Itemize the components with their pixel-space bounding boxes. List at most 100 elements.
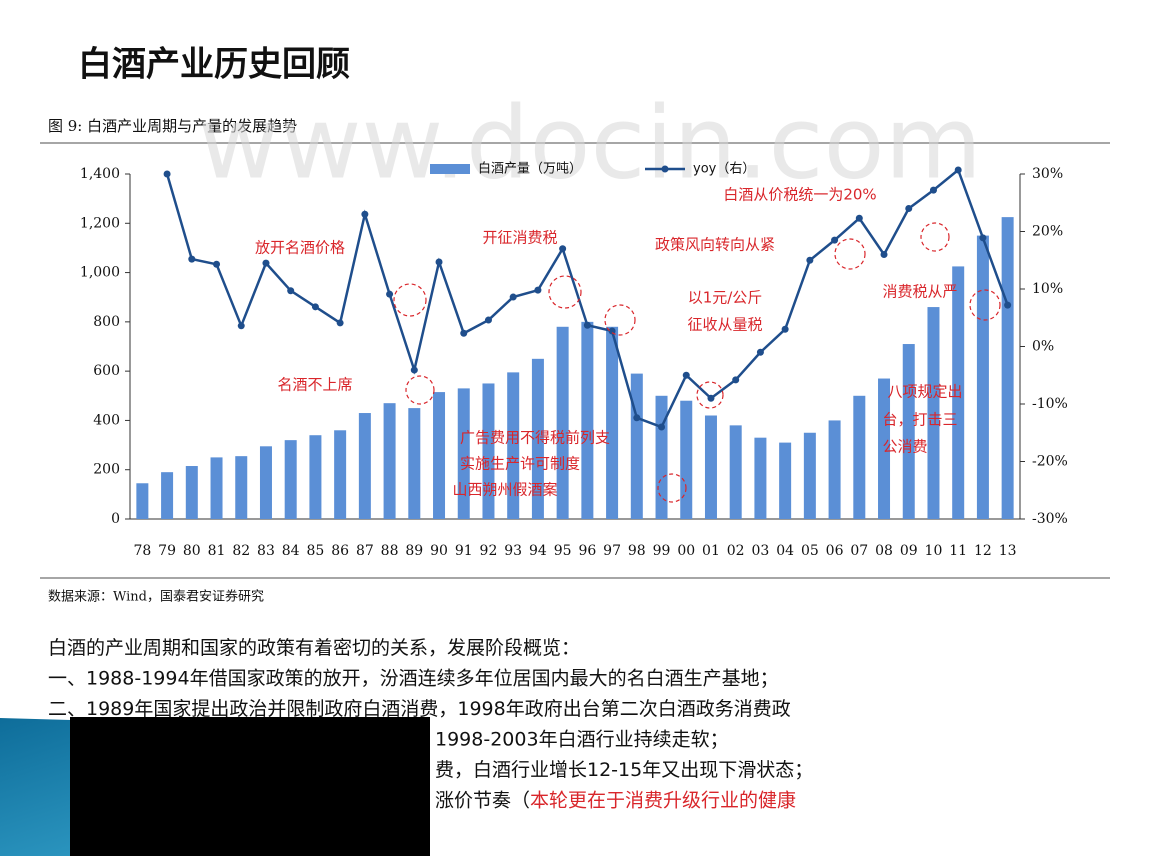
y-tick-label: 200 <box>93 462 120 478</box>
point <box>287 287 295 295</box>
legend-label: 白酒产量（万吨） <box>478 161 582 177</box>
body-segment: 1998-2003年白酒行业持续走软； <box>435 728 729 750</box>
bar <box>606 326 619 519</box>
bar <box>630 373 643 519</box>
figure-caption: 图 9: 白酒产业周期与产量的发展趋势 <box>48 117 297 135</box>
point <box>880 251 888 258</box>
x-tick-label: 99 <box>653 543 671 559</box>
point <box>633 414 641 422</box>
point <box>855 214 863 222</box>
y2-tick-label: 0% <box>1032 339 1054 355</box>
x-tick-label: 89 <box>405 543 423 559</box>
point <box>781 325 789 333</box>
slide-title: 白酒产业历史回顾 <box>78 45 350 85</box>
bar <box>952 266 965 519</box>
x-tick-label: 07 <box>850 543 868 559</box>
body-segment: 费，白酒行业增长12-15年又出现下滑状态； <box>435 759 813 781</box>
bar <box>507 372 520 519</box>
y2-tick-label: 10% <box>1032 281 1063 297</box>
body-segment: 一、1988-1994年借国家政策的放开，汾酒连续多年位居国内最大的名白酒生产基… <box>48 667 779 689</box>
callout-circle <box>969 289 1001 321</box>
bar <box>680 400 693 519</box>
x-tick-label: 01 <box>702 543 720 559</box>
x-tick-label: 96 <box>578 543 596 559</box>
bar <box>433 392 446 519</box>
source: 数据来源：Wind，国泰君安证券研究 <box>48 589 264 605</box>
x-tick-label: 93 <box>504 543 522 559</box>
body-line: 白酒的产业周期和国家的政策有着密切的关系，发展阶段概览： <box>48 637 580 659</box>
bar <box>729 425 742 519</box>
bar <box>284 440 297 519</box>
body-segment: 行业的健康 <box>701 789 796 811</box>
x-tick-label: 92 <box>480 543 498 559</box>
point <box>732 376 740 384</box>
point <box>163 170 171 178</box>
body-segment: 涨价节奏（ <box>435 789 530 811</box>
bar <box>210 457 223 519</box>
point <box>213 260 221 268</box>
annotation: 广告费用不得税前列支 <box>460 429 610 447</box>
bar <box>482 383 495 519</box>
bar <box>235 456 248 519</box>
x-tick-label: 98 <box>628 543 646 559</box>
callout-circle <box>657 473 687 503</box>
x-tick-label: 97 <box>603 543 621 559</box>
overlay-box <box>70 717 430 856</box>
annotation: 消费税从严 <box>882 283 957 301</box>
bar <box>902 344 915 519</box>
point <box>262 259 270 267</box>
y-tick-label: 0 <box>111 511 120 527</box>
x-tick-label: 10 <box>925 543 943 559</box>
point <box>237 322 245 330</box>
bar <box>803 432 816 519</box>
point <box>484 316 492 324</box>
point <box>435 258 443 266</box>
annotation: 白酒从价税统一为20% <box>723 186 876 204</box>
y-tick-label: 1,000 <box>80 265 120 281</box>
callout-circle <box>548 275 582 309</box>
point <box>1004 301 1012 309</box>
x-tick-label: 06 <box>826 543 844 559</box>
x-tick-label: 03 <box>752 543 770 559</box>
point <box>658 423 666 431</box>
bar <box>334 430 347 519</box>
y2-tick-label: -20% <box>1032 454 1068 470</box>
point <box>806 256 814 264</box>
legend-swatch <box>430 164 470 174</box>
y2-tick-label: 30% <box>1032 166 1063 182</box>
point <box>311 303 319 311</box>
y2-tick-label: -30% <box>1032 511 1068 527</box>
point <box>905 205 913 212</box>
body-segment: 本轮更在于消费升级 <box>530 789 701 811</box>
y-tick-label: 800 <box>93 314 120 330</box>
bar <box>828 420 841 519</box>
point <box>559 245 567 253</box>
point <box>583 321 591 329</box>
annotation: 公消费 <box>882 438 927 456</box>
x-tick-label: 86 <box>331 543 349 559</box>
bar <box>556 326 569 519</box>
x-tick-label: 05 <box>801 543 819 559</box>
x-tick-label: 79 <box>158 543 176 559</box>
y2-tick-label: 20% <box>1032 224 1063 240</box>
point <box>756 348 764 356</box>
bar <box>976 235 989 519</box>
watermark: www.docin.com <box>198 84 982 201</box>
bar <box>457 388 470 519</box>
legend-label: yoy（右） <box>693 162 755 177</box>
x-tick-label: 81 <box>208 543 226 559</box>
bar <box>853 395 866 519</box>
bar <box>161 472 174 519</box>
bar <box>581 321 594 519</box>
point <box>608 327 616 335</box>
annotation: 放开名酒价格 <box>255 239 345 257</box>
x-tick-label: 08 <box>875 543 893 559</box>
body-line: 一、1988-1994年借国家政策的放开，汾酒连续多年位居国内最大的名白酒生产基… <box>48 667 779 689</box>
x-tick-label: 02 <box>727 543 745 559</box>
bar <box>408 408 421 519</box>
point <box>979 234 987 242</box>
point <box>954 166 962 174</box>
annotation: 征收从量税 <box>687 316 762 334</box>
bar <box>185 466 198 519</box>
